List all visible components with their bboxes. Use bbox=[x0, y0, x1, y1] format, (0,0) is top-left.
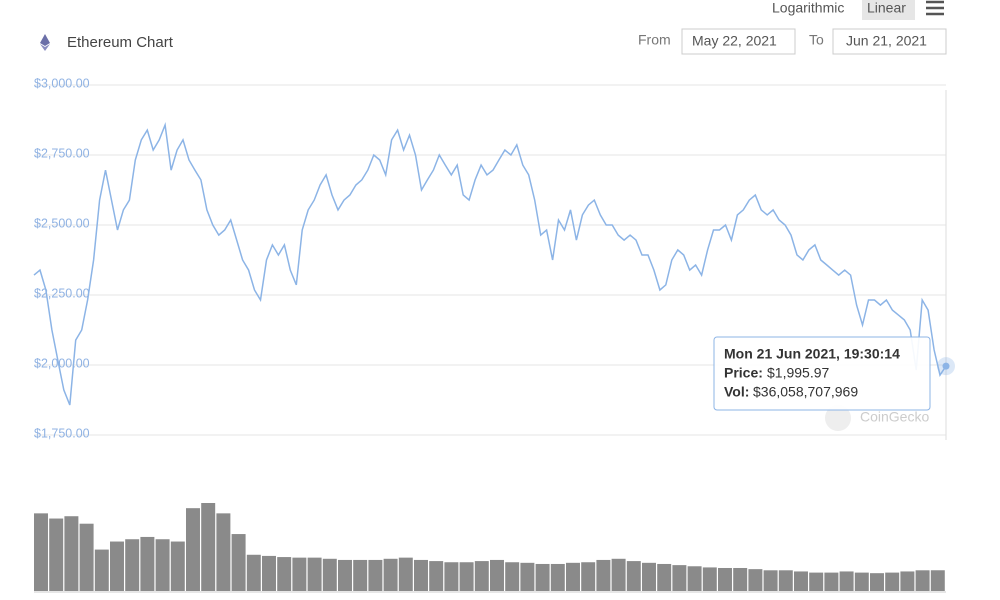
tooltip: Mon 21 Jun 2021, 19:30:14 Price: $1,995.97… bbox=[713, 336, 931, 411]
volume-bar bbox=[505, 562, 520, 591]
y-tick-label: $2,250.00 bbox=[34, 286, 90, 300]
from-input[interactable] bbox=[681, 28, 796, 55]
to-label: To bbox=[809, 32, 824, 48]
log-button[interactable]: Logarithmic bbox=[772, 0, 844, 16]
tooltip-price: $1,995.97 bbox=[767, 365, 829, 381]
volume-bar bbox=[322, 558, 337, 591]
y-tick-label: $2,000.00 bbox=[34, 356, 90, 370]
volume-bar bbox=[672, 565, 687, 591]
volume-bar bbox=[642, 562, 656, 591]
volume-bar bbox=[490, 559, 504, 591]
volume-bar bbox=[140, 536, 155, 591]
tooltip-volume-label: Vol: bbox=[724, 384, 749, 400]
volume-bar bbox=[748, 569, 763, 591]
volume-bar bbox=[611, 558, 626, 591]
from-date: May 22, 2021 bbox=[692, 33, 777, 49]
volume-bar bbox=[231, 534, 246, 591]
volume-bar bbox=[733, 567, 748, 591]
volume-bar bbox=[368, 559, 383, 591]
volume-bar bbox=[718, 567, 732, 591]
volume-bar bbox=[459, 562, 474, 591]
volume-bar bbox=[34, 513, 48, 591]
to-date: Jun 21, 2021 bbox=[846, 33, 927, 49]
volume-bar bbox=[794, 571, 808, 591]
volume-bar bbox=[398, 557, 413, 591]
volume-bar bbox=[444, 562, 459, 591]
volume-bar bbox=[702, 567, 717, 591]
volume-bar bbox=[687, 566, 702, 591]
to-input[interactable] bbox=[832, 28, 947, 55]
volume-bar bbox=[626, 561, 641, 591]
volume-bar bbox=[383, 558, 398, 591]
volume-bar bbox=[900, 571, 915, 591]
volume-bar bbox=[201, 503, 216, 591]
volume-bar bbox=[125, 539, 140, 591]
tooltip-box bbox=[713, 336, 931, 411]
watermark: CoinGecko bbox=[825, 405, 929, 431]
y-tick-label: $2,500.00 bbox=[34, 216, 90, 230]
linear-button-bg bbox=[862, 0, 915, 20]
volume-bar bbox=[64, 516, 79, 591]
volume-bar bbox=[535, 563, 550, 591]
volume-bar bbox=[246, 554, 261, 591]
menu-icon[interactable] bbox=[926, 0, 944, 16]
tooltip-volume: $36,058,707,969 bbox=[753, 384, 858, 400]
linear-button[interactable]: Linear bbox=[867, 0, 906, 16]
volume-bar bbox=[216, 513, 231, 591]
from-label: From bbox=[638, 32, 671, 48]
volume-bar bbox=[170, 541, 185, 591]
watermark-text: CoinGecko bbox=[860, 409, 929, 425]
tooltip-price-label: Price: bbox=[724, 365, 763, 381]
volume-bar bbox=[429, 561, 444, 591]
volume-bar bbox=[763, 570, 778, 591]
volume-bar bbox=[885, 572, 900, 591]
volume-bar bbox=[581, 562, 596, 591]
volume-bar bbox=[79, 523, 94, 591]
volume-bar bbox=[338, 559, 352, 591]
volume-bar bbox=[186, 508, 200, 591]
volume-bar bbox=[566, 562, 580, 591]
volume-bar bbox=[809, 572, 824, 591]
volume-bar bbox=[353, 559, 368, 591]
volume-bar bbox=[520, 562, 535, 591]
volume-bar bbox=[277, 557, 292, 591]
price-line bbox=[33, 122, 947, 406]
volume-bar bbox=[292, 557, 307, 591]
volume-bar bbox=[778, 570, 793, 591]
volume-bar bbox=[49, 518, 64, 591]
volume-bar bbox=[657, 563, 672, 591]
eth-icon bbox=[40, 34, 50, 51]
y-tick-label: $3,000.00 bbox=[34, 76, 90, 90]
volume-bar bbox=[839, 571, 854, 591]
volume-bar bbox=[307, 557, 322, 591]
volume-bar bbox=[930, 570, 945, 591]
volume-bar bbox=[414, 559, 428, 591]
tooltip-date: Mon 21 Jun 2021, 19:30:14 bbox=[724, 346, 900, 362]
y-tick-label: $1,750.00 bbox=[34, 426, 90, 440]
volume-bar bbox=[854, 572, 869, 591]
volume-bar bbox=[474, 561, 489, 591]
hover-point bbox=[942, 362, 950, 370]
grid bbox=[34, 84, 946, 436]
volume-bar bbox=[915, 570, 930, 591]
y-tick-label: $2,750.00 bbox=[34, 146, 90, 160]
volume-bar bbox=[262, 555, 276, 591]
volume-bar bbox=[596, 559, 611, 591]
volume-bar bbox=[824, 572, 839, 591]
volume-bar bbox=[94, 549, 109, 591]
chart-title: Ethereum Chart bbox=[67, 34, 174, 51]
volume-bar bbox=[870, 573, 884, 591]
volume-bar bbox=[550, 563, 565, 591]
volume-bar bbox=[110, 541, 124, 591]
volume-bar bbox=[155, 539, 170, 591]
